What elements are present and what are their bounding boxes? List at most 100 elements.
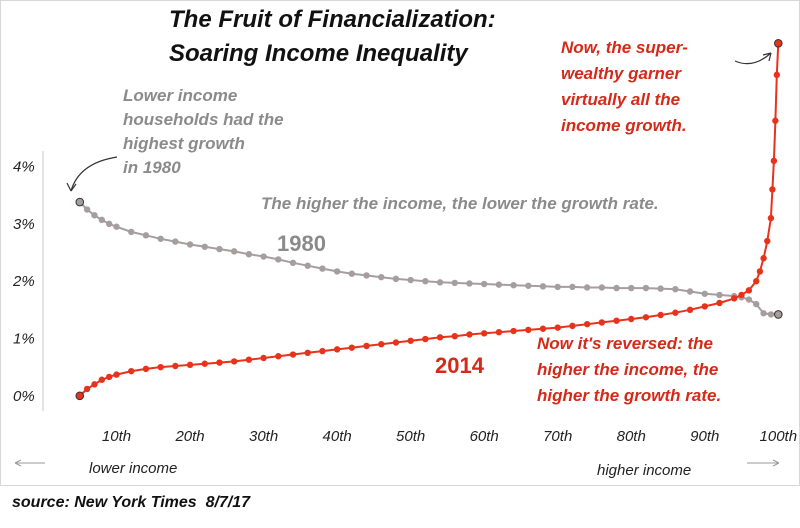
data-point-2014 bbox=[91, 381, 98, 388]
annotations: Lower income households had the highest … bbox=[66, 38, 772, 405]
data-point-1980 bbox=[157, 235, 164, 242]
data-point-1980 bbox=[525, 282, 532, 289]
data-point-2014 bbox=[642, 314, 650, 321]
data-point-2014 bbox=[686, 306, 694, 314]
data-point-2014 bbox=[598, 319, 606, 326]
x-axis-direction: lower income higher income bbox=[14, 459, 780, 479]
x-tick-label: 50th bbox=[396, 428, 425, 445]
y-tick-label: 3% bbox=[13, 216, 35, 233]
data-point-2014 bbox=[98, 376, 106, 383]
data-point-2014 bbox=[769, 186, 776, 193]
data-point-2014 bbox=[730, 295, 738, 302]
data-point-1980 bbox=[628, 284, 635, 292]
data-point-2014 bbox=[525, 326, 532, 334]
data-point-1980 bbox=[319, 265, 326, 272]
x-tick-label: 30th bbox=[249, 428, 278, 445]
data-point-1980 bbox=[672, 286, 679, 293]
lower-income-note-line-3: highest growth bbox=[123, 134, 245, 153]
data-point-2014 bbox=[333, 346, 341, 353]
x-tick-label: 100th bbox=[760, 428, 798, 445]
data-point-1980 bbox=[480, 280, 488, 288]
y-tick-label: 4% bbox=[13, 159, 35, 176]
data-point-2014 bbox=[319, 347, 326, 355]
data-point-1980 bbox=[554, 283, 561, 291]
data-point-1980 bbox=[333, 268, 341, 275]
data-point-2014 bbox=[753, 277, 760, 285]
data-point-2014 bbox=[348, 344, 356, 351]
data-point-2014 bbox=[289, 351, 297, 358]
data-point-1980 bbox=[98, 216, 106, 224]
data-point-2014 bbox=[583, 320, 591, 328]
data-point-1980 bbox=[773, 310, 783, 319]
data-point-2014 bbox=[407, 337, 414, 344]
data-point-1980 bbox=[510, 281, 517, 289]
data-point-2014 bbox=[569, 322, 576, 330]
data-point-1980 bbox=[378, 273, 385, 281]
data-point-2014 bbox=[201, 360, 208, 367]
data-point-1980 bbox=[598, 284, 606, 291]
data-point-1980 bbox=[686, 288, 694, 295]
data-point-2014 bbox=[756, 268, 764, 275]
data-point-2014 bbox=[142, 365, 150, 373]
lower-income-label: lower income bbox=[89, 460, 177, 477]
data-point-1980 bbox=[186, 241, 194, 248]
data-point-2014 bbox=[392, 339, 400, 346]
data-point-1980 bbox=[245, 251, 253, 258]
data-point-2014 bbox=[760, 255, 767, 262]
data-point-1980 bbox=[407, 276, 414, 284]
lower-income-arrowhead bbox=[66, 182, 77, 192]
left-arrow-icon bbox=[14, 459, 22, 467]
data-point-1980 bbox=[451, 279, 458, 287]
higher-income-label: higher income bbox=[597, 462, 691, 479]
x-tick-label: 80th bbox=[617, 428, 646, 445]
chart-svg: The Fruit of Financialization: Soaring I… bbox=[12, 6, 797, 479]
super-wealthy-note-line-2: wealthy garner bbox=[561, 64, 682, 83]
data-point-2014 bbox=[772, 117, 779, 124]
chart-title-line-2: Soaring Income Inequality bbox=[169, 40, 469, 67]
data-point-1980 bbox=[230, 248, 238, 255]
chart-title-line-1: The Fruit of Financialization: bbox=[169, 6, 496, 33]
reversed-note-line-3: higher the growth rate. bbox=[537, 386, 721, 405]
data-point-1980 bbox=[275, 256, 282, 263]
data-point-2014 bbox=[466, 331, 473, 338]
y-tick-label: 1% bbox=[13, 330, 35, 347]
chart-title: The Fruit of Financialization: Soaring I… bbox=[169, 6, 496, 67]
data-point-1980 bbox=[216, 245, 223, 253]
data-point-1980 bbox=[201, 243, 208, 250]
data-point-1980 bbox=[539, 283, 547, 290]
data-point-2014 bbox=[764, 237, 771, 245]
data-point-2014 bbox=[767, 214, 775, 222]
x-tick-label: 70th bbox=[543, 428, 572, 445]
y-tick-label: 2% bbox=[12, 273, 35, 290]
lower-income-note-line-2: households had the bbox=[123, 110, 284, 129]
data-point-2014 bbox=[628, 315, 635, 323]
data-point-2014 bbox=[657, 311, 664, 319]
data-point-1980 bbox=[701, 290, 708, 297]
x-tick-label: 90th bbox=[690, 428, 719, 445]
data-point-1980 bbox=[760, 310, 767, 317]
data-point-2014 bbox=[745, 287, 753, 294]
data-point-2014 bbox=[260, 354, 267, 362]
data-point-2014 bbox=[363, 342, 370, 350]
data-point-2014 bbox=[436, 334, 444, 341]
data-point-1980 bbox=[642, 284, 650, 292]
data-point-2014 bbox=[304, 349, 311, 357]
data-point-1980 bbox=[128, 228, 135, 236]
data-point-1980 bbox=[716, 291, 723, 299]
data-point-2014 bbox=[105, 373, 113, 381]
data-point-1980 bbox=[172, 238, 179, 245]
data-point-1980 bbox=[75, 197, 85, 207]
x-tick-labels: 10th 20th 30th 40th 50th 60th 70th 80th 90th 100t… bbox=[102, 428, 797, 445]
data-point-1980 bbox=[363, 272, 370, 279]
data-point-1980 bbox=[422, 277, 429, 285]
data-point-2014 bbox=[738, 291, 745, 299]
data-point-1980 bbox=[745, 296, 753, 303]
super-wealthy-note-line-1: Now, the super- bbox=[561, 38, 688, 57]
data-point-2014 bbox=[83, 385, 91, 393]
data-point-1980 bbox=[583, 284, 591, 291]
data-point-2014 bbox=[216, 359, 223, 366]
data-point-2014 bbox=[451, 333, 458, 340]
series-label-1980: 1980 bbox=[277, 231, 326, 256]
data-point-2014 bbox=[480, 330, 488, 337]
data-point-1980 bbox=[569, 283, 576, 291]
